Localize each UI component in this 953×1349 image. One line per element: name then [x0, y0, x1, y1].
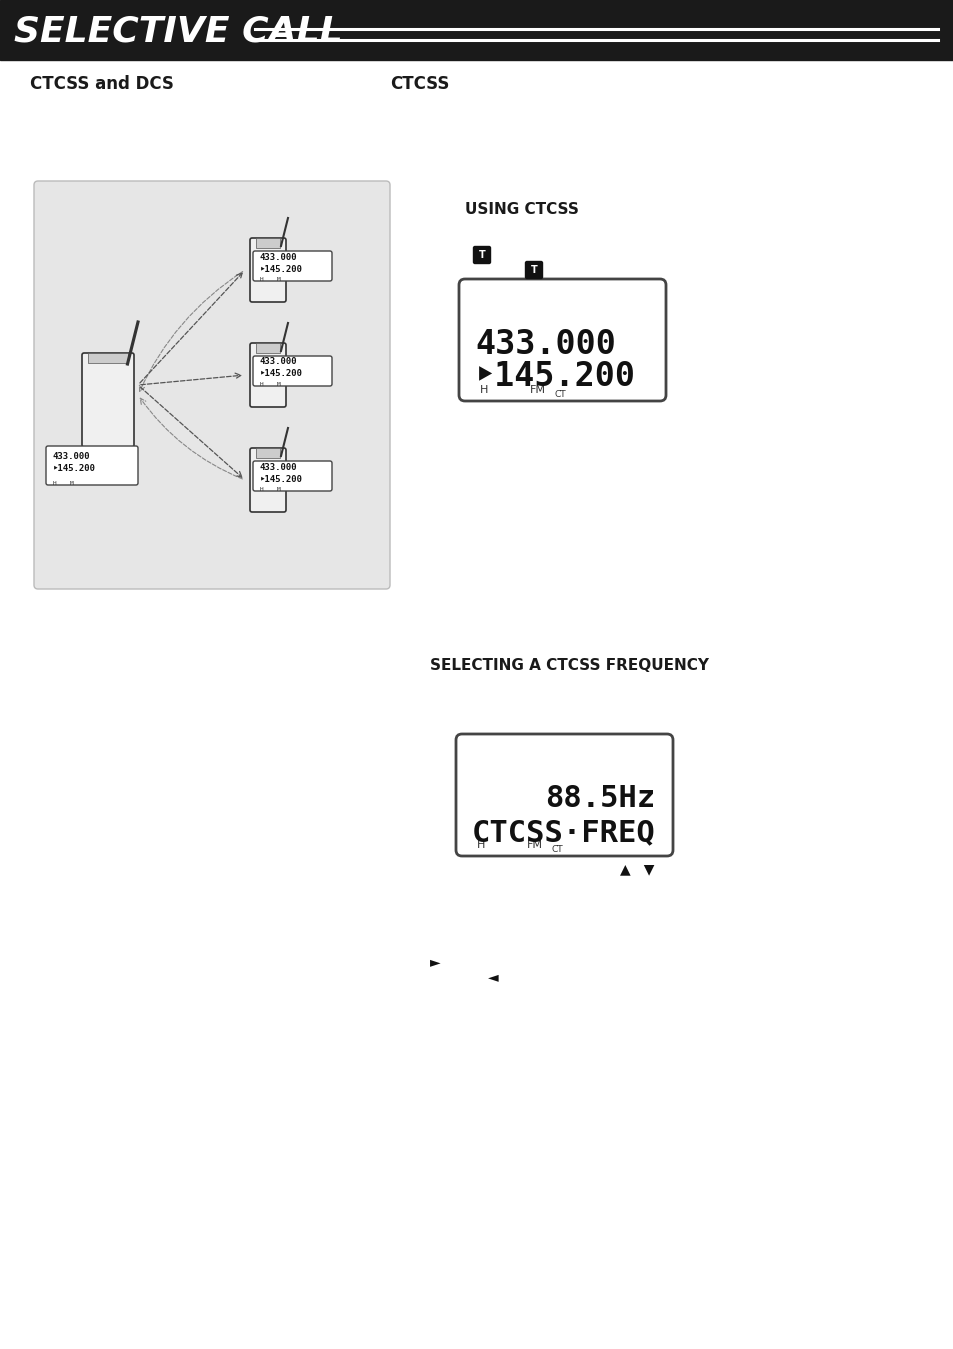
Bar: [255, 448, 280, 459]
Text: FM: FM: [526, 840, 542, 850]
Text: 88.5Hz: 88.5Hz: [544, 784, 655, 813]
FancyBboxPatch shape: [46, 447, 138, 486]
FancyBboxPatch shape: [458, 279, 665, 401]
Text: ▲   ▼: ▲ ▼: [619, 862, 654, 876]
FancyBboxPatch shape: [250, 343, 286, 407]
Text: ‣145.200: ‣145.200: [53, 464, 96, 473]
Text: H: H: [53, 482, 56, 486]
Text: H: H: [476, 840, 485, 850]
FancyBboxPatch shape: [473, 247, 490, 263]
Text: M: M: [70, 482, 73, 486]
Text: M: M: [276, 277, 280, 282]
FancyBboxPatch shape: [456, 734, 672, 857]
Text: ►: ►: [430, 955, 440, 969]
Bar: [255, 343, 280, 353]
Text: ‣145.200: ‣145.200: [260, 475, 303, 483]
Text: T: T: [478, 250, 485, 260]
Text: SELECTING A CTCSS FREQUENCY: SELECTING A CTCSS FREQUENCY: [430, 658, 708, 673]
Text: CT: CT: [555, 390, 566, 399]
FancyBboxPatch shape: [34, 181, 390, 590]
Text: H: H: [479, 384, 488, 395]
FancyBboxPatch shape: [82, 353, 133, 447]
Text: ‣145.200: ‣145.200: [475, 360, 636, 393]
Bar: [88, 353, 128, 363]
FancyBboxPatch shape: [253, 251, 332, 281]
Text: T: T: [530, 264, 537, 275]
Text: 433.000: 433.000: [260, 463, 297, 472]
FancyBboxPatch shape: [253, 356, 332, 386]
Text: H: H: [260, 487, 263, 492]
Text: H: H: [260, 382, 263, 387]
Text: 433.000: 433.000: [53, 452, 91, 461]
Text: 433.000: 433.000: [260, 252, 297, 262]
Text: CTCSS·FREQ: CTCSS·FREQ: [472, 817, 655, 847]
Text: ‣145.200: ‣145.200: [260, 370, 303, 379]
Bar: [0, 0, 953, 59]
Text: 433.000: 433.000: [260, 357, 297, 367]
Text: ‣145.200: ‣145.200: [260, 264, 303, 274]
Text: H: H: [260, 277, 263, 282]
FancyBboxPatch shape: [253, 461, 332, 491]
Text: USING CTCSS: USING CTCSS: [464, 202, 578, 217]
Text: CT: CT: [552, 844, 563, 854]
Text: 433.000: 433.000: [475, 328, 616, 362]
Text: M: M: [276, 487, 280, 492]
FancyBboxPatch shape: [250, 448, 286, 513]
Text: ◄: ◄: [488, 970, 498, 983]
Text: SELECTIVE CALL: SELECTIVE CALL: [14, 15, 342, 49]
Text: FM: FM: [530, 384, 545, 395]
Text: M: M: [276, 382, 280, 387]
Text: CTCSS and DCS: CTCSS and DCS: [30, 76, 173, 93]
Bar: [255, 237, 280, 248]
FancyBboxPatch shape: [525, 262, 542, 278]
FancyBboxPatch shape: [250, 237, 286, 302]
Text: CTCSS: CTCSS: [390, 76, 449, 93]
